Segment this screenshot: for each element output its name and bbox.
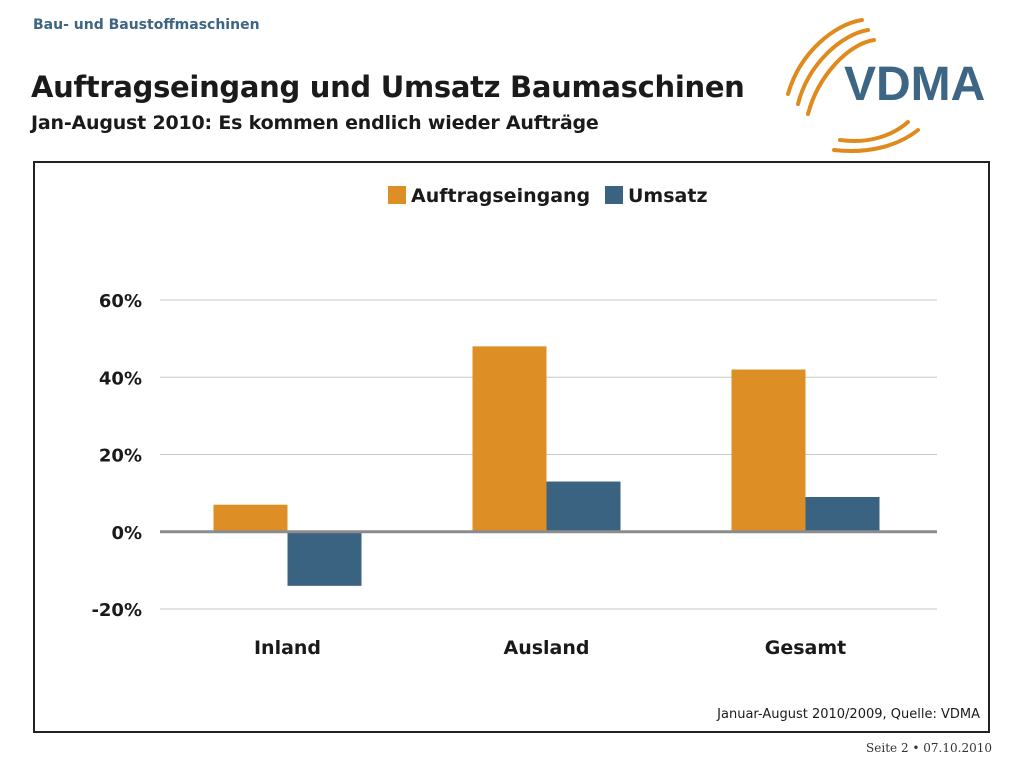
section-label: Bau- und Baustoffmaschinen [33,17,260,33]
bar-auftragseingang-gesamt [731,369,806,532]
x-tick-label: Ausland [503,637,589,659]
bars [160,346,937,586]
page-title: Auftragseingang und Umsatz Baumaschinen [31,70,745,104]
bar-umsatz-inland [287,531,362,586]
bar-umsatz-gesamt [805,496,880,532]
bar-auftragseingang-ausland [472,346,547,532]
legend-swatch [388,186,406,204]
y-tick-label: -20% [91,600,142,621]
y-tick-label: 20% [99,446,142,467]
y-tick-label: 40% [99,368,142,389]
x-tick-label: Gesamt [765,637,847,659]
vdma-logo: VDMA [786,18,985,153]
y-tick-label: 0% [111,523,142,544]
legend-swatch [605,186,623,204]
chart-frame [33,161,990,733]
y-axis-ticks: -20% 0% 20% 40% 60% [91,291,142,621]
source-note: Januar-August 2010/2009, Quelle: VDMA [717,707,980,722]
logo-wordmark: VDMA [844,58,985,111]
page-footer: Seite 2 • 07.10.2010 [866,741,992,755]
bar-umsatz-ausland [546,481,621,532]
logo-arcs [786,18,920,153]
legend: Auftragseingang Umsatz [388,185,708,207]
legend-label: Umsatz [628,185,708,207]
x-tick-label: Inland [254,637,321,659]
bar-auftragseingang-inland [213,504,288,532]
page-subtitle: Jan-August 2010: Es kommen endlich wiede… [31,112,599,134]
y-tick-label: 60% [99,291,142,312]
gridlines [160,299,937,610]
x-axis-ticks: Inland Ausland Gesamt [254,637,846,659]
legend-label: Auftragseingang [411,185,590,207]
